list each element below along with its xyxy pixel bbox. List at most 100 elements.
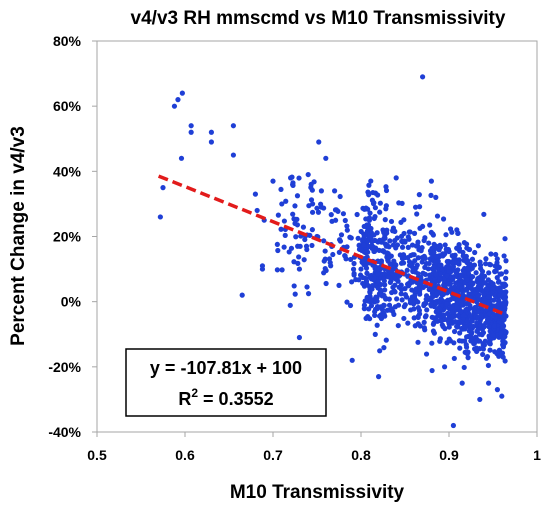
data-point [502,296,508,302]
data-point [366,192,372,198]
data-point [502,236,508,242]
data-point [502,334,508,340]
data-point [472,249,478,256]
data-point [481,342,488,348]
data-point [360,280,366,287]
data-point [496,297,502,303]
data-point [415,271,421,277]
data-point [278,186,284,193]
data-point [386,244,392,250]
data-point [473,270,479,276]
data-point [434,290,440,296]
r-squared-value: = 0.3552 [198,389,274,409]
data-point [375,192,381,198]
data-point [464,351,470,357]
data-point [445,318,452,325]
equation-box: y = -107.81x + 100 R2 = 0.3552 [125,348,327,417]
data-point [415,339,421,345]
data-point [456,242,462,248]
data-point [337,193,343,200]
data-point [480,346,486,352]
y-axis-title: Percent Change in v4/v3 [8,126,29,346]
data-point [414,262,420,268]
data-point [494,256,500,262]
data-point [336,282,342,288]
data-point [379,248,386,254]
data-point [392,228,398,234]
data-point [499,393,505,399]
data-point [363,265,370,271]
data-point [443,246,449,252]
data-point [420,74,426,80]
data-point [291,259,297,265]
data-point [483,261,489,267]
data-point [332,188,338,194]
data-point [394,296,400,302]
data-point [342,217,348,224]
data-point [347,234,353,240]
data-point [377,209,383,215]
data-point [383,203,389,209]
data-point [481,324,487,330]
data-point [281,244,287,250]
data-point [323,280,329,287]
data-point [300,224,307,230]
data-point [399,244,406,250]
data-point [356,277,362,283]
data-point [386,302,393,308]
data-point [354,211,360,218]
data-point [433,271,439,278]
data-point [349,279,355,285]
data-point [429,301,435,307]
data-point [467,261,473,267]
data-point [497,351,503,357]
data-point [383,337,389,343]
data-point [305,171,311,178]
data-point [446,324,452,330]
data-point [454,304,460,310]
data-point [342,253,348,259]
data-point [318,201,324,207]
data-point [294,222,301,228]
data-point [496,293,503,299]
data-point [347,302,354,309]
data-point [497,288,503,294]
data-point [387,238,393,244]
data-point [363,216,369,222]
data-point [486,261,493,267]
data-point [476,296,482,303]
data-point [411,315,417,321]
data-point [412,258,418,264]
data-point [442,242,448,248]
data-point [377,348,383,354]
data-point [450,422,456,429]
data-point [338,232,345,238]
data-point [435,313,441,319]
data-point [475,275,481,282]
data-point [486,270,492,276]
data-point [363,278,370,284]
data-point [294,193,301,199]
data-point [424,307,430,313]
data-point [471,262,478,268]
data-point [361,242,367,248]
data-point [457,330,463,336]
data-point [474,328,480,334]
data-point [423,293,430,299]
data-point [449,253,455,259]
data-point [456,338,462,344]
data-point [326,256,333,262]
x-tick-label: 0.5 [87,447,107,463]
data-point [437,336,443,342]
data-point [270,178,276,184]
data-point [465,355,471,361]
data-point [433,253,439,260]
data-point [437,271,443,277]
data-point [387,261,393,267]
y-tick-label: 80% [53,33,82,49]
data-point [230,123,236,129]
data-point [377,200,383,206]
data-point [483,355,490,361]
data-point [405,244,411,250]
data-point [415,314,421,321]
